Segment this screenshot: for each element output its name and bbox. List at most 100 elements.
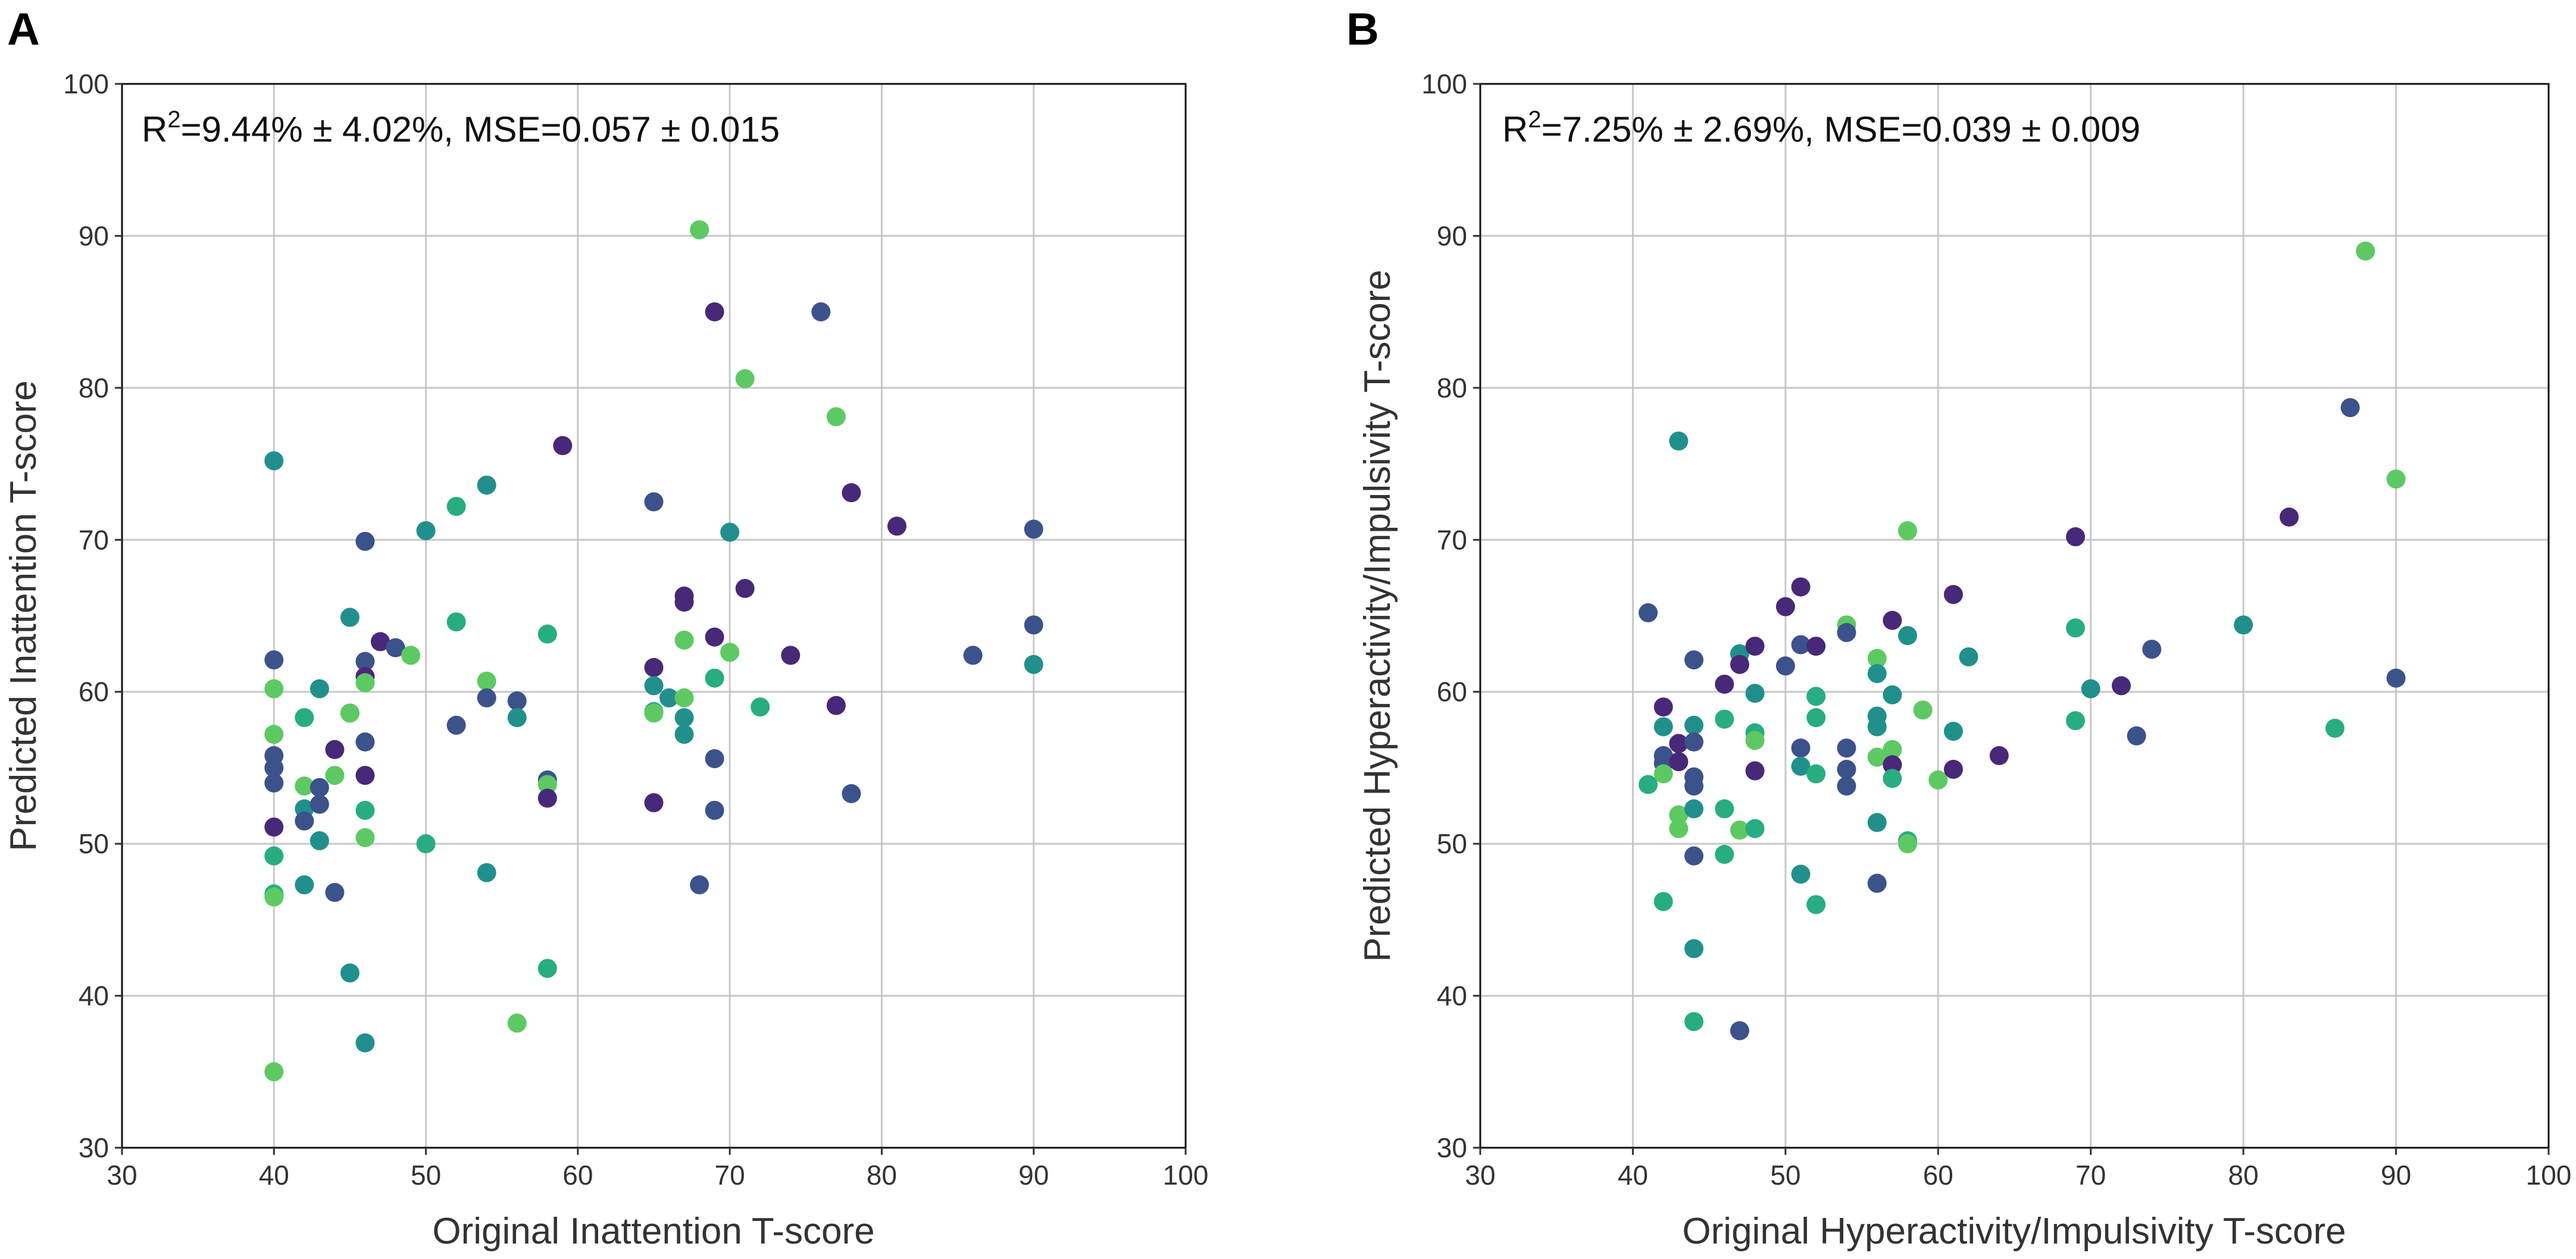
x-axis-label-b: Original Hyperactivity/Impulsivity T-sco… xyxy=(1682,1211,2346,1252)
x-tick-label-a: 80 xyxy=(867,1160,897,1191)
grid-a xyxy=(121,83,1187,1149)
data-point-b xyxy=(1653,697,1673,717)
data-point-a xyxy=(537,788,557,808)
data-point-b xyxy=(1745,819,1765,838)
data-point-a xyxy=(690,220,709,240)
data-point-a xyxy=(674,725,694,744)
data-point-b xyxy=(1867,649,1887,668)
data-point-a xyxy=(705,800,724,820)
x-tick-label-b: 30 xyxy=(1465,1160,1495,1191)
data-point-a xyxy=(644,657,664,677)
mse-value-b: 0.039 ± 0.009 xyxy=(1922,109,2141,149)
data-point-a xyxy=(674,593,694,612)
data-point-a xyxy=(690,875,709,895)
data-point-a xyxy=(355,652,375,671)
data-point-b xyxy=(1837,759,1856,779)
y-tick-label-a: 90 xyxy=(79,220,109,251)
data-point-b xyxy=(1639,603,1658,622)
data-point-a xyxy=(295,776,314,796)
y-tick-label-b: 100 xyxy=(1421,68,1467,99)
data-point-a xyxy=(325,882,345,902)
ticks-b: 30 40 50 60 70 80 90 100 30 40 50 60 70 80 90 100 xyxy=(1421,68,2571,1191)
x-tick-label-a: 70 xyxy=(715,1160,745,1191)
panel-a: A 30 40 50 60 70 80 90 100 30 40 50 60 70 80 90 100 R2=… xyxy=(3,4,1208,1252)
data-point-a xyxy=(355,732,375,752)
data-point-a xyxy=(751,697,770,717)
points-b xyxy=(1639,241,2406,1041)
data-point-b xyxy=(1745,684,1765,703)
data-point-b xyxy=(1898,521,1917,540)
y-tick-label-a: 70 xyxy=(79,524,109,555)
y-tick-label-b: 90 xyxy=(1437,220,1467,251)
data-point-b xyxy=(2386,668,2406,688)
data-point-a xyxy=(644,793,664,813)
data-point-a xyxy=(355,531,375,551)
data-point-a xyxy=(401,646,421,665)
y-tick-label-b: 40 xyxy=(1437,981,1467,1011)
data-point-b xyxy=(1883,740,1902,759)
data-point-b xyxy=(1684,846,1703,866)
x-tick-label-a: 40 xyxy=(259,1160,289,1191)
data-point-a xyxy=(781,646,801,665)
data-point-b xyxy=(1791,756,1811,776)
data-point-a xyxy=(446,715,466,735)
data-point-b xyxy=(2142,640,2162,659)
data-point-b xyxy=(1806,637,1826,656)
data-point-b xyxy=(1715,674,1734,694)
y-tick-label-b: 80 xyxy=(1437,372,1467,403)
x-axis-label-a: Original Inattention T-score xyxy=(432,1211,874,1252)
data-point-b xyxy=(1806,687,1826,706)
annotation-b: R2=7.25% ± 2.69%, MSE=0.039 ± 0.009 xyxy=(1502,107,2140,149)
data-point-a xyxy=(811,302,831,322)
data-point-a xyxy=(446,612,466,632)
data-point-b xyxy=(1730,820,1749,840)
data-point-b xyxy=(1669,819,1689,838)
data-point-a xyxy=(1024,654,1043,674)
data-point-a xyxy=(477,671,496,691)
data-point-b xyxy=(1867,717,1887,737)
data-point-a xyxy=(644,676,664,696)
data-point-a xyxy=(720,522,740,542)
data-point-a xyxy=(705,627,724,647)
data-point-b xyxy=(1791,635,1811,654)
data-point-b xyxy=(1684,939,1703,959)
x-tick-label-b: 90 xyxy=(2381,1160,2411,1191)
data-point-a xyxy=(310,794,329,814)
data-point-b xyxy=(2325,719,2344,738)
data-point-b xyxy=(1730,654,1749,674)
data-point-b xyxy=(1791,738,1811,758)
data-point-a xyxy=(264,679,284,699)
data-point-a xyxy=(416,521,436,540)
data-point-b xyxy=(1669,734,1689,753)
data-point-a xyxy=(355,828,375,847)
data-point-a xyxy=(416,834,436,854)
data-point-b xyxy=(1898,626,1917,646)
x-tick-label-b: 70 xyxy=(2075,1160,2106,1191)
grid-b xyxy=(1479,83,2550,1149)
data-point-a xyxy=(264,887,284,907)
data-point-a xyxy=(507,691,527,711)
x-tick-label-b: 100 xyxy=(2526,1160,2572,1191)
data-point-b xyxy=(2280,507,2299,527)
ticks-a: 30 40 50 60 70 80 90 100 30 40 50 60 70 80 90 100 xyxy=(63,68,1208,1191)
data-point-b xyxy=(2127,726,2146,746)
data-point-b xyxy=(1715,845,1734,865)
data-point-b xyxy=(1898,834,1917,854)
y-tick-label-a: 40 xyxy=(79,981,109,1011)
plot-frame-b xyxy=(1479,83,2550,1149)
data-point-a xyxy=(826,696,846,715)
data-point-b xyxy=(1684,650,1703,670)
r2-value-a: 9.44% ± 4.02% xyxy=(202,109,444,149)
x-tick-label-b: 80 xyxy=(2228,1160,2259,1191)
x-tick-label-a: 90 xyxy=(1018,1160,1049,1191)
data-point-b xyxy=(1715,799,1734,819)
mse-value-a: 0.057 ± 0.015 xyxy=(562,109,780,149)
data-point-a xyxy=(963,646,983,665)
data-point-a xyxy=(340,703,359,723)
data-point-b xyxy=(1867,873,1887,893)
y-tick-label-a: 100 xyxy=(63,68,109,99)
data-point-a xyxy=(674,688,694,707)
data-point-b xyxy=(1684,715,1703,735)
data-point-a xyxy=(705,302,724,322)
data-point-a xyxy=(477,863,496,882)
